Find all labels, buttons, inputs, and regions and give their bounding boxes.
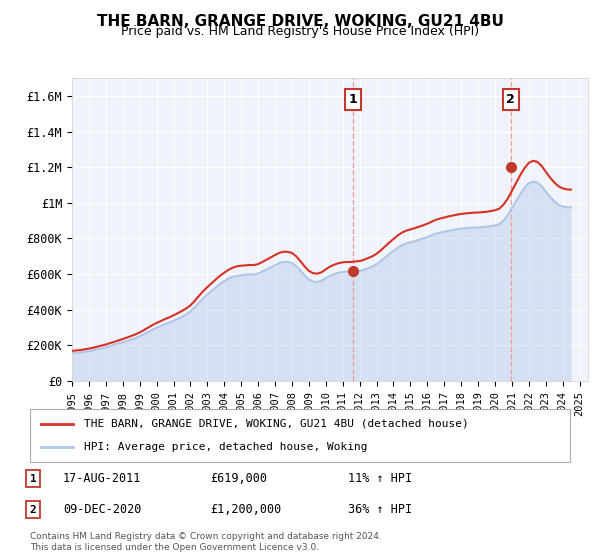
Text: 1: 1 — [349, 94, 358, 106]
Text: 36% ↑ HPI: 36% ↑ HPI — [348, 503, 412, 516]
Text: 09-DEC-2020: 09-DEC-2020 — [63, 503, 142, 516]
Text: Price paid vs. HM Land Registry's House Price Index (HPI): Price paid vs. HM Land Registry's House … — [121, 25, 479, 38]
Text: THE BARN, GRANGE DRIVE, WOKING, GU21 4BU: THE BARN, GRANGE DRIVE, WOKING, GU21 4BU — [97, 14, 503, 29]
Text: £619,000: £619,000 — [210, 472, 267, 486]
Text: THE BARN, GRANGE DRIVE, WOKING, GU21 4BU (detached house): THE BARN, GRANGE DRIVE, WOKING, GU21 4BU… — [84, 419, 469, 429]
Text: 2: 2 — [29, 505, 37, 515]
Text: 2: 2 — [506, 94, 515, 106]
Text: 1: 1 — [29, 474, 37, 484]
Text: Contains HM Land Registry data © Crown copyright and database right 2024.
This d: Contains HM Land Registry data © Crown c… — [30, 532, 382, 552]
Text: £1,200,000: £1,200,000 — [210, 503, 281, 516]
Text: 11% ↑ HPI: 11% ↑ HPI — [348, 472, 412, 486]
Text: HPI: Average price, detached house, Woking: HPI: Average price, detached house, Woki… — [84, 442, 367, 452]
Text: 17-AUG-2011: 17-AUG-2011 — [63, 472, 142, 486]
